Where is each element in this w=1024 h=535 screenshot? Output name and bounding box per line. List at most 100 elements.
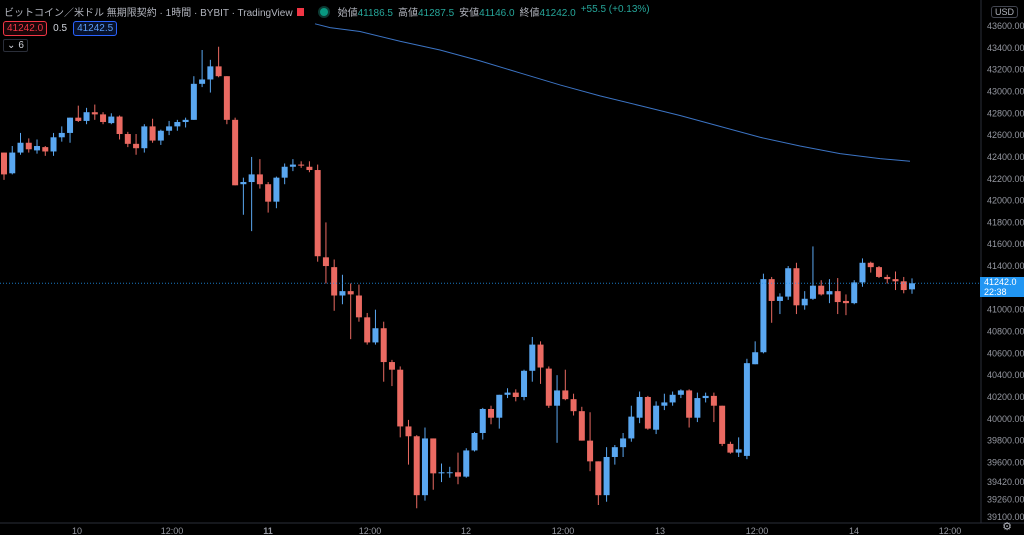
x-tick-label: 10 [72, 526, 82, 535]
candle-body [380, 328, 387, 363]
candle-body [446, 472, 453, 474]
candle-body [174, 122, 181, 127]
candle-body [677, 390, 684, 395]
candle-body [694, 398, 701, 418]
candle-body [372, 328, 379, 343]
candle-body [735, 449, 742, 453]
buy-button[interactable]: 41242.5 [73, 21, 118, 36]
candle-body [42, 147, 49, 152]
y-tick-label: 43400.00 [987, 43, 1024, 53]
candle-body [818, 285, 825, 295]
candle-body [727, 443, 734, 453]
candle-body [826, 291, 833, 295]
x-tick-label: 12:00 [939, 526, 962, 535]
candle-body [17, 142, 24, 153]
x-tick-label: 14 [849, 526, 859, 535]
y-tick-label: 40000.00 [987, 414, 1024, 424]
candle-body [223, 76, 230, 120]
candle-body [851, 282, 858, 304]
sell-button[interactable]: 41242.0 [3, 21, 48, 36]
last-price-value: 41242.0 [984, 277, 1017, 288]
gear-icon[interactable]: ⚙ [1002, 521, 1012, 533]
y-tick-label: 41600.00 [987, 239, 1024, 249]
chevron-down-icon: ⌄ [7, 40, 16, 51]
candle-body [752, 352, 759, 365]
x-tick-label: 12:00 [161, 526, 184, 535]
candle-body [504, 392, 511, 395]
candle-body [322, 257, 329, 267]
candle-body [157, 130, 164, 141]
y-tick-label: 42000.00 [987, 196, 1024, 206]
x-tick-label: 11 [263, 526, 273, 535]
candle-body [595, 461, 602, 496]
candle-body [455, 472, 461, 477]
y-tick-label: 40200.00 [987, 392, 1024, 402]
indicator-count: 6 [18, 40, 24, 51]
candle-body [620, 438, 627, 448]
candle-body [842, 300, 849, 304]
flag-icon[interactable] [296, 7, 304, 16]
candle-body [25, 142, 32, 150]
candle-body [570, 399, 577, 412]
candle-body [884, 276, 891, 280]
candle-body [776, 296, 783, 301]
candle-body [636, 396, 643, 418]
candle-body [875, 267, 882, 277]
y-tick-label: 42600.00 [987, 130, 1024, 140]
candle-body [438, 472, 445, 474]
candle-body [34, 146, 41, 151]
y-tick-label: 41400.00 [987, 261, 1024, 271]
candle-body [430, 438, 437, 474]
y-tick-label: 39100.00 [987, 512, 1024, 522]
candle-body [686, 390, 693, 418]
candle-body [397, 369, 404, 427]
candle-body [50, 137, 57, 152]
candle-body [182, 119, 189, 123]
ohlc-readout: 始値41186.5 高値41287.5 安値41146.0 終値41242.0 … [337, 4, 650, 19]
candle-body [793, 268, 800, 306]
candle-body [834, 291, 841, 303]
candle-body [149, 126, 156, 141]
candle-body [133, 143, 140, 149]
candle-body [207, 66, 214, 80]
y-tick-label: 43200.00 [987, 65, 1024, 75]
candle-body [91, 112, 98, 115]
candle-body [298, 164, 305, 166]
y-tick-label: 42200.00 [987, 174, 1024, 184]
y-tick-label: 40400.00 [987, 370, 1024, 380]
x-tick-label: 13 [655, 526, 665, 535]
candle-body [479, 408, 486, 433]
y-tick-label: 39420.00 [987, 477, 1024, 487]
candle-body [512, 392, 519, 397]
candle-body [141, 126, 148, 149]
y-tick-label: 42400.00 [987, 152, 1024, 162]
candle-body [75, 117, 82, 121]
candle-body [644, 396, 651, 429]
buy-sell-panel: 41242.0 0.5 41242.5 [3, 21, 118, 36]
candle-body [760, 279, 767, 353]
symbol-title[interactable]: ビットコイン／米ドル 無期限契約 · 1時間 · BYBIT · Trading… [4, 8, 293, 19]
candle-body [83, 112, 90, 121]
candle-body [190, 83, 197, 120]
candle-body [67, 117, 74, 133]
candle-body [347, 291, 354, 295]
currency-button[interactable]: USD [990, 6, 1018, 18]
candle-body [545, 368, 552, 406]
candle-body [653, 405, 660, 430]
candle-body [413, 436, 420, 496]
candle-body [339, 291, 346, 296]
candle-body [232, 119, 239, 186]
candle-body [116, 116, 123, 135]
candle-body [388, 362, 395, 370]
candle-body [801, 298, 808, 306]
countdown-timer: 22:38 [984, 287, 1007, 298]
indicators-toggle[interactable]: ⌄ 6 [3, 39, 28, 52]
chart-header: ビットコイン／米ドル 無期限契約 · 1時間 · BYBIT · Trading… [4, 4, 650, 19]
candle-body [488, 408, 495, 418]
spread-value: 0.5 [53, 23, 68, 34]
candle-body [900, 281, 907, 291]
candle-body [471, 432, 478, 451]
y-tick-label: 40800.00 [987, 327, 1024, 337]
y-tick-label: 41000.00 [987, 305, 1024, 315]
